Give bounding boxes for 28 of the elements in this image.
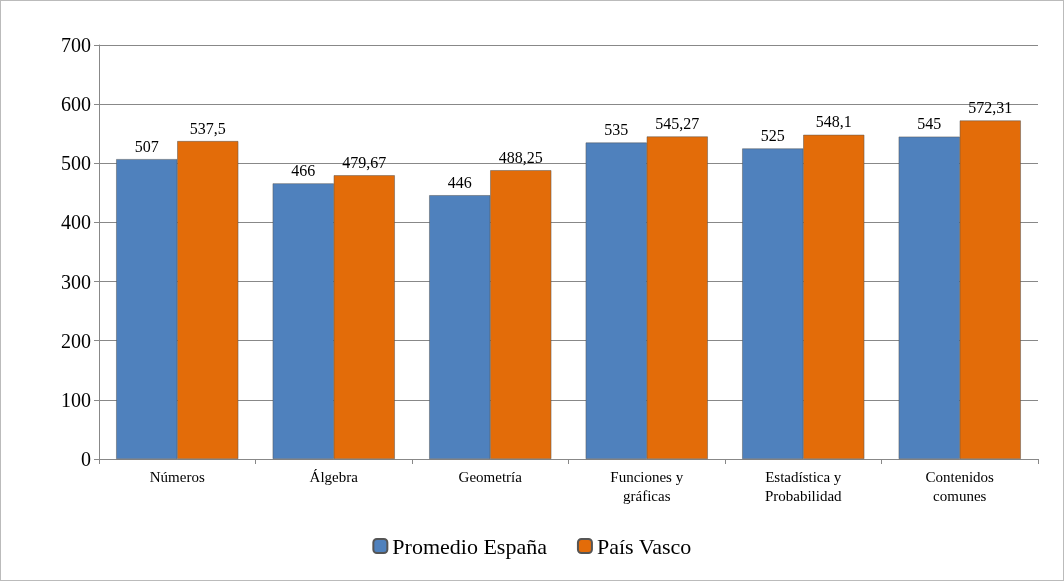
data-label: 537,5 xyxy=(189,119,226,137)
data-label: 488,25 xyxy=(498,148,543,166)
y-tick-label: 500 xyxy=(61,152,91,175)
y-tick-label: 200 xyxy=(61,329,91,352)
x-tick-label: Contenidos comunes xyxy=(925,468,995,504)
data-label: 446 xyxy=(447,173,472,191)
legend-label: País Vasco xyxy=(596,533,692,559)
x-tick-label: Geometría xyxy=(458,468,523,485)
data-label: 572,31 xyxy=(968,99,1013,117)
y-tick-label: 300 xyxy=(61,270,91,293)
y-tick-label: 400 xyxy=(61,211,91,234)
data-label: 548,1 xyxy=(815,113,852,131)
data-label: 545,27 xyxy=(655,115,700,133)
data-label: 507 xyxy=(134,137,159,155)
data-label: 525 xyxy=(760,127,785,144)
y-tick-label: 700 xyxy=(61,34,91,56)
data-label: 466 xyxy=(291,161,316,179)
x-tick-label: Álgebra xyxy=(309,468,359,485)
y-tick-label: 600 xyxy=(61,93,91,116)
x-tick-label: Funciones y gráficas xyxy=(610,468,684,504)
legend-label: Promedio España xyxy=(392,533,548,559)
y-tick-label: 0 xyxy=(81,448,91,470)
data-label: 545 xyxy=(917,115,942,133)
x-tick-label: Estadística y Probabilidad xyxy=(764,468,843,504)
data-label: 479,67 xyxy=(342,153,387,171)
y-tick-label: 100 xyxy=(61,388,91,411)
data-label: 535 xyxy=(604,121,629,139)
x-tick-label: Números xyxy=(149,468,205,485)
